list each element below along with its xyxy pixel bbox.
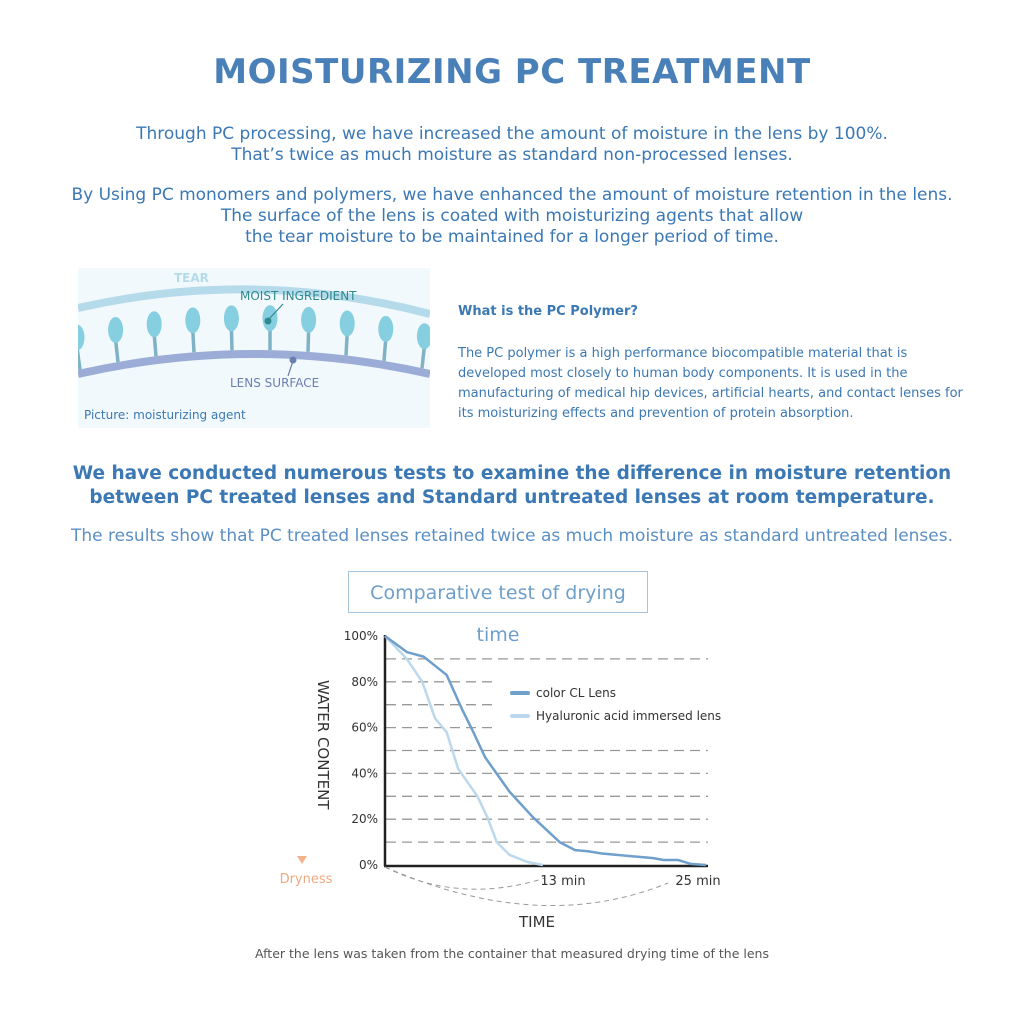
intro-line: the tear moisture to be maintained for a… <box>245 227 779 247</box>
polymer-heading: What is the PC Polymer? <box>458 304 638 319</box>
x-axis-label: TIME <box>518 913 555 931</box>
13-min-bracket <box>384 866 546 890</box>
moisturizing-agent-illustration: TEAR MOIST INGREDIENT LENS SURFACE Pictu… <box>69 268 432 428</box>
series-line-color-cl-lens <box>384 634 707 867</box>
illustration-caption: Picture: moisturizing agent <box>84 408 246 422</box>
25-min-bracket <box>384 866 669 907</box>
x-annotation-25min: 25 min <box>675 874 720 889</box>
intro-line: By Using PC monomers and polymers, we ha… <box>71 185 953 205</box>
moist-molecule <box>301 306 317 352</box>
intro-paragraph-2: By Using PC monomers and polymers, we ha… <box>0 185 1024 248</box>
moist-molecule <box>378 315 394 362</box>
moist-molecule <box>108 316 124 363</box>
tear-label: TEAR <box>174 271 209 285</box>
headline-line: We have conducted numerous tests to exam… <box>72 463 952 484</box>
tear-layer <box>77 285 432 318</box>
polymer-description: The PC polymer is a high performance bio… <box>458 346 963 421</box>
moist-ingredient-marker <box>264 317 272 325</box>
legend-label-hyaluronic: Hyaluronic acid immersed lens <box>536 709 721 723</box>
series-line-hyaluronic-lens <box>384 635 544 867</box>
moist-molecule <box>339 310 355 356</box>
y-tick-label: 40% <box>351 766 378 780</box>
chart-caption: After the lens was taken from the contai… <box>255 946 769 961</box>
moist-molecule <box>146 311 162 357</box>
lens-surface-label: LENS SURFACE <box>230 376 319 390</box>
moist-ingredient-label: MOIST INGREDIENT <box>240 289 357 303</box>
y-tick-label: 0% <box>359 858 378 872</box>
legend: color CL Lens Hyaluronic acid immersed l… <box>510 686 721 723</box>
y-tick-label: 60% <box>351 721 378 735</box>
y-tick-labels: 0% 20% 40% 60% 80% 100% <box>344 629 378 872</box>
page-title: MOISTURIZING PC TREATMENT <box>213 52 811 92</box>
lens-surface-layer <box>77 350 431 378</box>
x-annotation-13min: 13 min <box>540 874 585 889</box>
lens-surface-marker <box>289 356 297 364</box>
y-tick-label: 20% <box>351 812 378 826</box>
y-tick-label: 100% <box>344 629 378 643</box>
y-axis-label: WATER CONTENT <box>314 680 332 810</box>
arrow-down-icon <box>297 856 307 864</box>
dryness-label: Dryness <box>280 872 333 887</box>
moist-molecule <box>223 305 239 351</box>
legend-label-color-cl: color CL Lens <box>536 686 616 700</box>
moist-molecule <box>185 307 201 353</box>
y-tick-label: 80% <box>351 675 378 689</box>
chart-title: Comparative test of drying time <box>348 571 648 646</box>
intro-line: The surface of the lens is coated with m… <box>220 206 804 226</box>
chart-series <box>384 634 707 867</box>
test-headline: We have conducted numerous tests to exam… <box>0 462 1024 510</box>
intro-line: That’s twice as much moisture as standar… <box>231 145 793 165</box>
headline-line: between PC treated lenses and Standard u… <box>89 487 935 508</box>
results-text: The results show that PC treated lenses … <box>70 526 954 546</box>
intro-line: Through PC processing, we have increased… <box>136 124 888 144</box>
moist-molecule <box>416 323 432 369</box>
intro-paragraph-1: Through PC processing, we have increased… <box>0 124 1024 166</box>
